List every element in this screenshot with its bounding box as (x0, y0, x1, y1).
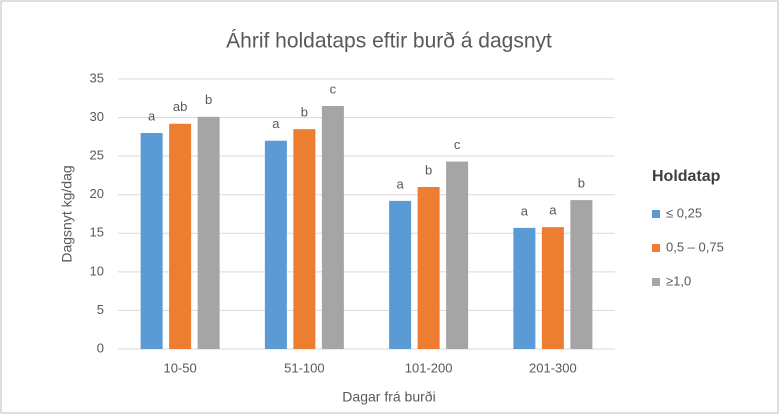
legend-label: ≥1,0 (666, 273, 691, 288)
bar (140, 133, 163, 349)
bar-annotation: a (397, 176, 405, 191)
bar (321, 106, 344, 349)
bar-annotation: b (578, 176, 585, 191)
x-tick-label: 51-100 (284, 360, 324, 375)
bar (541, 227, 564, 349)
bar-annotation: a (521, 203, 529, 218)
bar (570, 200, 593, 349)
legend-swatch (652, 244, 660, 252)
x-tick-label: 101-200 (405, 360, 453, 375)
y-tick-label: 15 (90, 225, 104, 240)
y-tick-label: 30 (90, 109, 104, 124)
bar-annotation: c (330, 81, 337, 96)
bar-annotation: b (301, 105, 308, 120)
y-tick-label: 25 (90, 148, 104, 163)
bar-annotation: c (454, 137, 461, 152)
bar (417, 187, 440, 349)
bar (169, 123, 192, 349)
y-axis-label: Dagsnyt kg/dag (59, 165, 75, 262)
bar (389, 200, 412, 349)
bar (197, 116, 220, 349)
x-axis-label: Dagar frá burði (342, 389, 435, 405)
x-tick-label: 10-50 (164, 360, 197, 375)
bar-annotation: a (148, 108, 156, 123)
bar (513, 227, 536, 349)
legend-swatch (652, 210, 660, 218)
bar-annotation: a (549, 203, 557, 218)
y-tick-label: 10 (90, 263, 104, 278)
bar-annotation: b (205, 92, 212, 107)
y-tick-label: 20 (90, 186, 104, 201)
y-tick-label: 5 (97, 302, 104, 317)
legend-label: ≤ 0,25 (666, 205, 702, 220)
y-tick-label: 0 (97, 340, 104, 355)
bar (264, 140, 287, 349)
legend-swatch (652, 278, 660, 286)
bar-annotation: b (425, 162, 432, 177)
bar (446, 161, 469, 349)
bar-annotation: a (272, 116, 280, 131)
legend-label: 0,5 – 0,75 (666, 239, 724, 254)
bar-annotation: ab (173, 99, 187, 114)
x-tick-label: 201-300 (529, 360, 577, 375)
y-tick-label: 35 (90, 70, 104, 85)
chart-title: Áhrif holdataps eftir burð á dagsnyt (226, 30, 552, 53)
legend-title: Holdatap (652, 168, 721, 185)
bar (293, 129, 316, 349)
